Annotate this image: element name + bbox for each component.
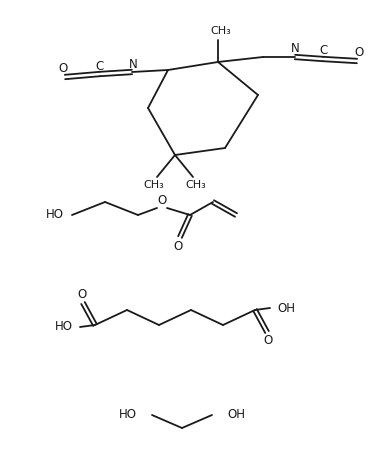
Text: CH₃: CH₃ [211,26,231,36]
Text: C: C [96,60,104,73]
Text: HO: HO [55,321,73,334]
Text: N: N [291,43,300,55]
Text: O: O [264,334,273,347]
Text: O: O [354,47,363,60]
Text: OH: OH [277,302,295,315]
Text: O: O [157,194,167,207]
Text: HO: HO [119,408,137,421]
Text: O: O [77,287,87,300]
Text: CH₃: CH₃ [144,180,164,190]
Text: O: O [58,62,68,75]
Text: CH₃: CH₃ [186,180,206,190]
Text: HO: HO [46,208,64,221]
Text: O: O [173,239,183,253]
Text: OH: OH [227,408,245,421]
Text: N: N [129,57,137,71]
Text: C: C [319,44,327,57]
